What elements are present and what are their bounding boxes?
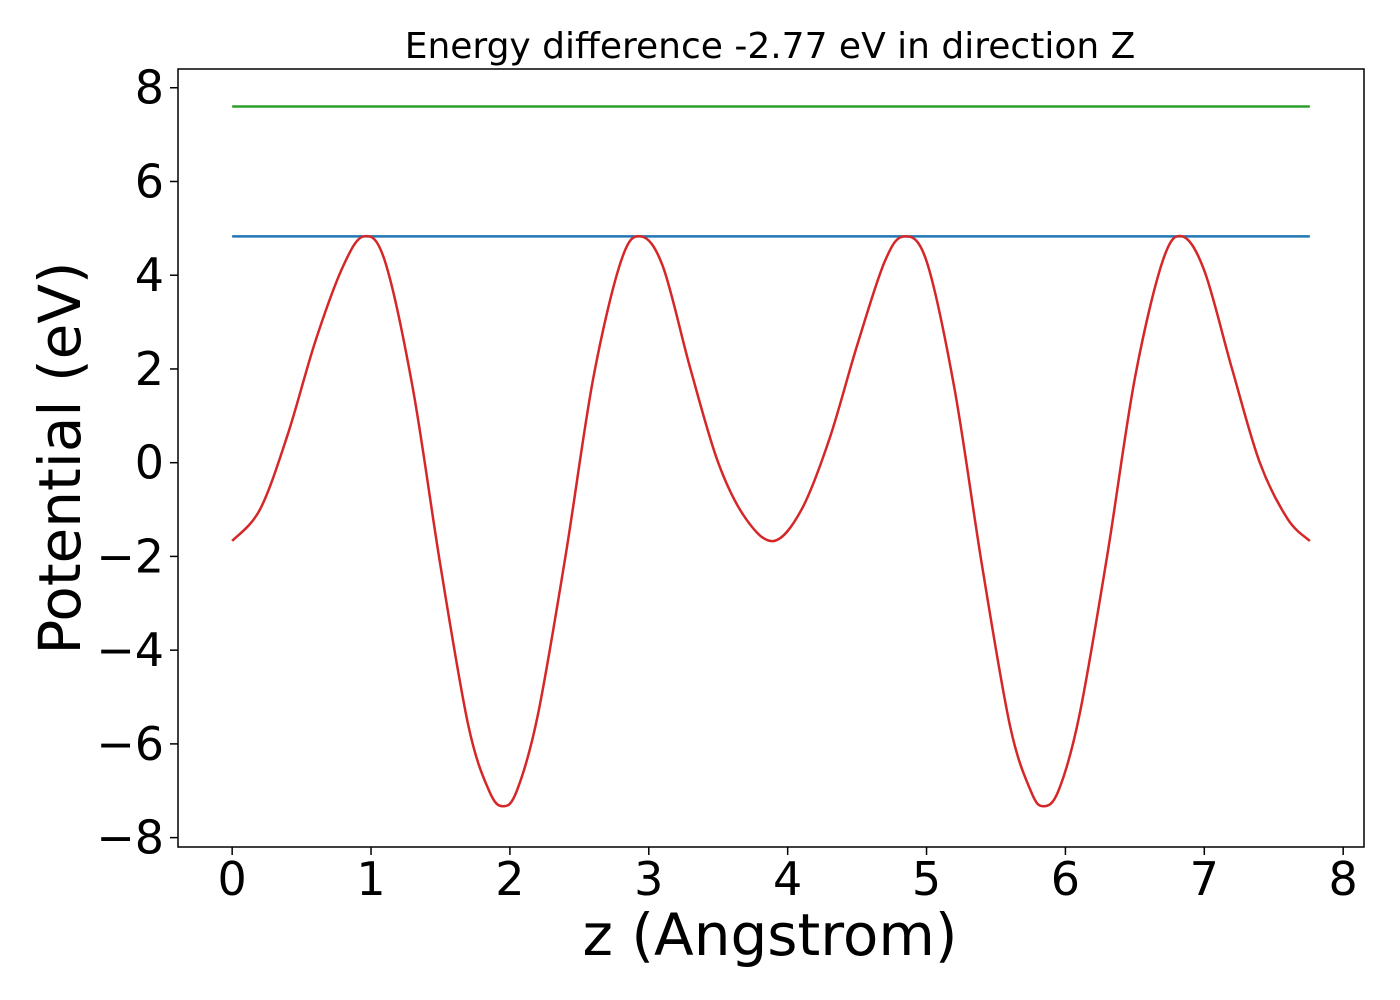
x-tick-label: 0 — [218, 852, 247, 906]
x-tick-label: 4 — [773, 852, 802, 906]
x-tick-label: 3 — [634, 852, 663, 906]
chart-title: Energy difference -2.77 eV in direction … — [405, 26, 1136, 67]
y-tick-label: −6 — [96, 717, 164, 771]
y-tick-label: 4 — [135, 248, 164, 302]
y-axis-label: Potential (eV) — [26, 261, 94, 654]
y-tick-label: 0 — [135, 436, 164, 490]
x-axis: 0 1 2 3 4 5 6 7 8 — [218, 847, 1358, 906]
y-axis: −8 −6 −4 −2 0 2 4 6 8 — [96, 61, 178, 865]
x-tick-label: 8 — [1329, 852, 1358, 906]
x-tick-label: 2 — [495, 852, 524, 906]
y-tick-label: 2 — [135, 342, 164, 396]
y-tick-label: −4 — [96, 623, 164, 677]
y-tick-label: −2 — [96, 529, 164, 583]
x-tick-label: 5 — [912, 852, 941, 906]
x-tick-label: 1 — [356, 852, 385, 906]
x-tick-label: 7 — [1190, 852, 1219, 906]
y-tick-label: 8 — [135, 61, 164, 115]
plot-frame — [177, 68, 1365, 848]
x-tick-label: 6 — [1051, 852, 1080, 906]
y-tick-label: 6 — [135, 154, 164, 208]
y-tick-label: −8 — [96, 811, 164, 865]
x-axis-label: z (Angstrom) — [583, 901, 958, 969]
series-line-2 — [231, 234, 1311, 808]
series-layer — [231, 105, 1311, 808]
